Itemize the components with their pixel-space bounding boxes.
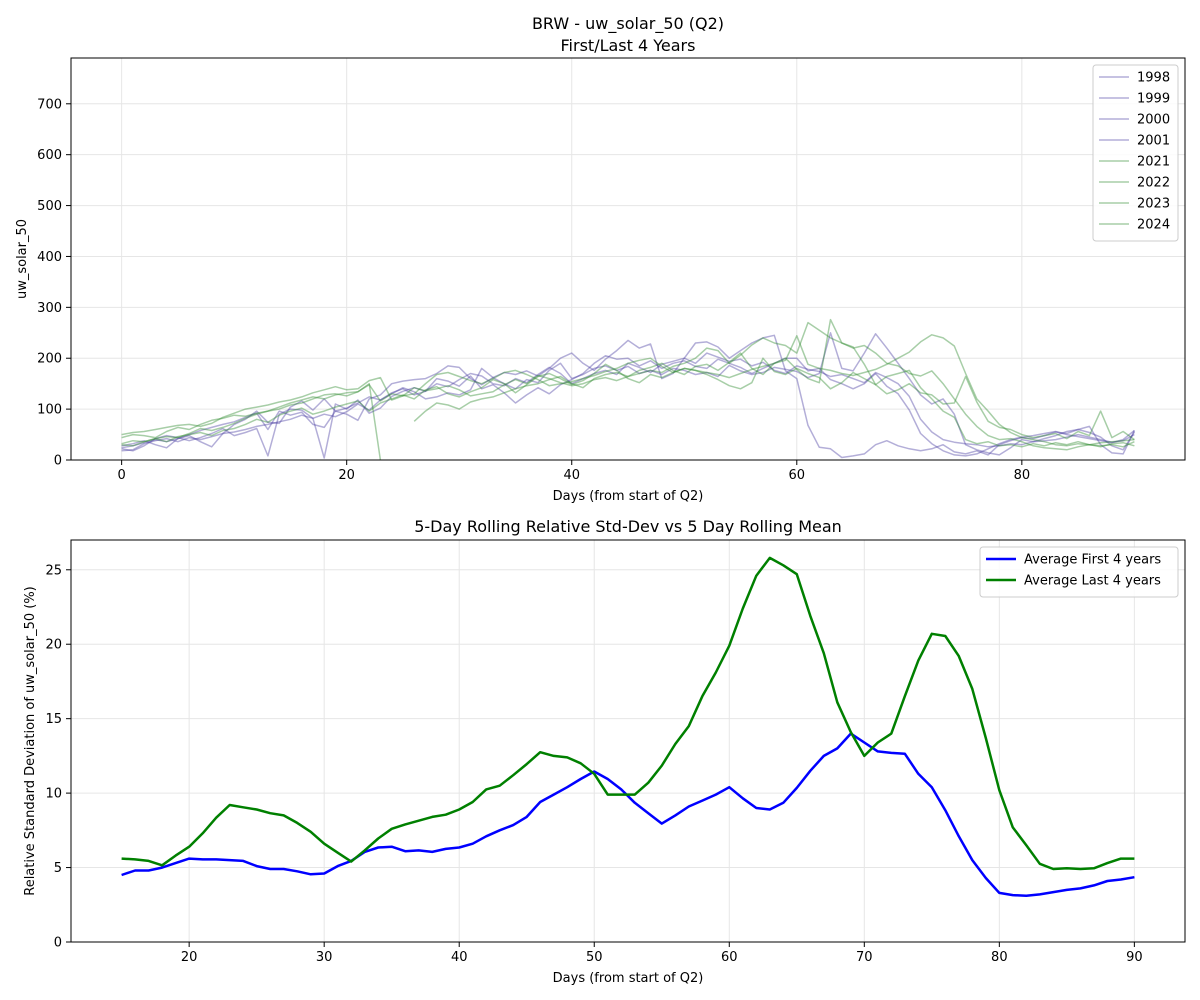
series-line-2021 (121, 321, 1135, 451)
y-tick-label: 600 (37, 148, 62, 163)
legend-label: Average Last 4 years (1024, 574, 1161, 589)
bottom-chart-x-axis-label: Days (from start of Q2) (553, 971, 704, 986)
legend-label: 1998 (1137, 71, 1170, 86)
legend-label: 2022 (1137, 176, 1170, 191)
bottom-chart: 5-Day Rolling Relative Std-Dev vs 5 Day … (23, 517, 1186, 986)
legend-box (979, 546, 1179, 598)
y-tick-label: 100 (37, 403, 62, 418)
y-tick-label: 15 (45, 712, 62, 727)
series-line-2024 (121, 334, 1135, 447)
top-chart-lines (121, 318, 1136, 461)
legend-label: 2021 (1137, 155, 1170, 170)
series-line-2023 (121, 318, 1135, 461)
series-line-2022 (121, 357, 1135, 448)
x-tick-label: 60 (789, 468, 806, 483)
legend-label: 2000 (1137, 113, 1170, 128)
x-tick-label: 20 (338, 468, 355, 483)
y-tick-label: 25 (45, 563, 62, 578)
x-tick-label: 60 (721, 950, 738, 965)
x-tick-label: 80 (1014, 468, 1031, 483)
y-tick-label: 200 (37, 352, 62, 367)
bottom-chart-x-ticks: 20 30 40 50 60 70 80 90 (181, 942, 1143, 965)
top-chart-x-axis-label: Days (from start of Q2) (553, 489, 704, 504)
bottom-chart-lines (121, 556, 1135, 898)
legend-label: Average First 4 years (1024, 553, 1161, 568)
x-tick-label: 30 (316, 950, 333, 965)
legend-label: 2024 (1137, 218, 1170, 233)
y-tick-label: 10 (45, 787, 62, 802)
series-line-average-first-4-years (121, 732, 1135, 898)
y-tick-label: 20 (45, 638, 62, 653)
y-tick-label: 500 (37, 199, 62, 214)
x-tick-label: 20 (181, 950, 198, 965)
y-tick-label: 0 (54, 936, 62, 951)
series-line-average-last-4-years (121, 556, 1135, 871)
y-tick-label: 300 (37, 301, 62, 316)
x-tick-label: 40 (563, 468, 580, 483)
top-chart: BRW - uw_solar_50 (Q2) First/Last 4 Year… (15, 14, 1186, 504)
top-chart-y-axis-label: uw_solar_50 (15, 219, 30, 299)
top-chart-title: BRW - uw_solar_50 (Q2) (532, 14, 724, 34)
x-tick-label: 90 (1126, 950, 1143, 965)
y-tick-label: 0 (54, 454, 62, 469)
top-chart-x-ticks: 0 20 40 60 80 (117, 460, 1030, 483)
legend-box (1092, 64, 1179, 242)
x-tick-label: 50 (586, 950, 603, 965)
legend-label: 2023 (1137, 197, 1170, 212)
bottom-chart-title: 5-Day Rolling Relative Std-Dev vs 5 Day … (414, 517, 842, 536)
top-chart-subtitle: First/Last 4 Years (561, 36, 696, 55)
y-tick-label: 400 (37, 250, 62, 265)
x-tick-label: 70 (856, 950, 873, 965)
series-line-1998 (121, 352, 1135, 452)
x-tick-label: 80 (991, 950, 1008, 965)
top-chart-legend: 1998 1999 2000 2001 2021 2022 2023 2024 (1092, 64, 1179, 242)
bottom-chart-legend: Average First 4 years Average Last 4 year… (979, 546, 1179, 598)
bottom-chart-y-axis-label: Relative Standard Deviation of uw_solar_… (23, 586, 38, 896)
series-line-2000 (121, 334, 1136, 459)
bottom-chart-plot-frame (70, 539, 1186, 943)
series-line-1999 (121, 354, 1135, 459)
top-chart-grid (71, 58, 1185, 461)
y-tick-label: 700 (37, 97, 62, 112)
x-tick-label: 40 (451, 950, 468, 965)
top-chart-y-ticks: 0 100 200 300 400 500 600 700 (37, 97, 71, 469)
legend-label: 2001 (1137, 134, 1170, 149)
legend-label: 1999 (1137, 92, 1170, 107)
y-tick-label: 5 (54, 861, 62, 876)
bottom-chart-y-ticks: 0 5 10 15 20 25 (45, 563, 71, 951)
series-line-2001 (121, 332, 1136, 456)
x-tick-label: 0 (117, 468, 125, 483)
top-chart-plot-frame (70, 57, 1186, 461)
